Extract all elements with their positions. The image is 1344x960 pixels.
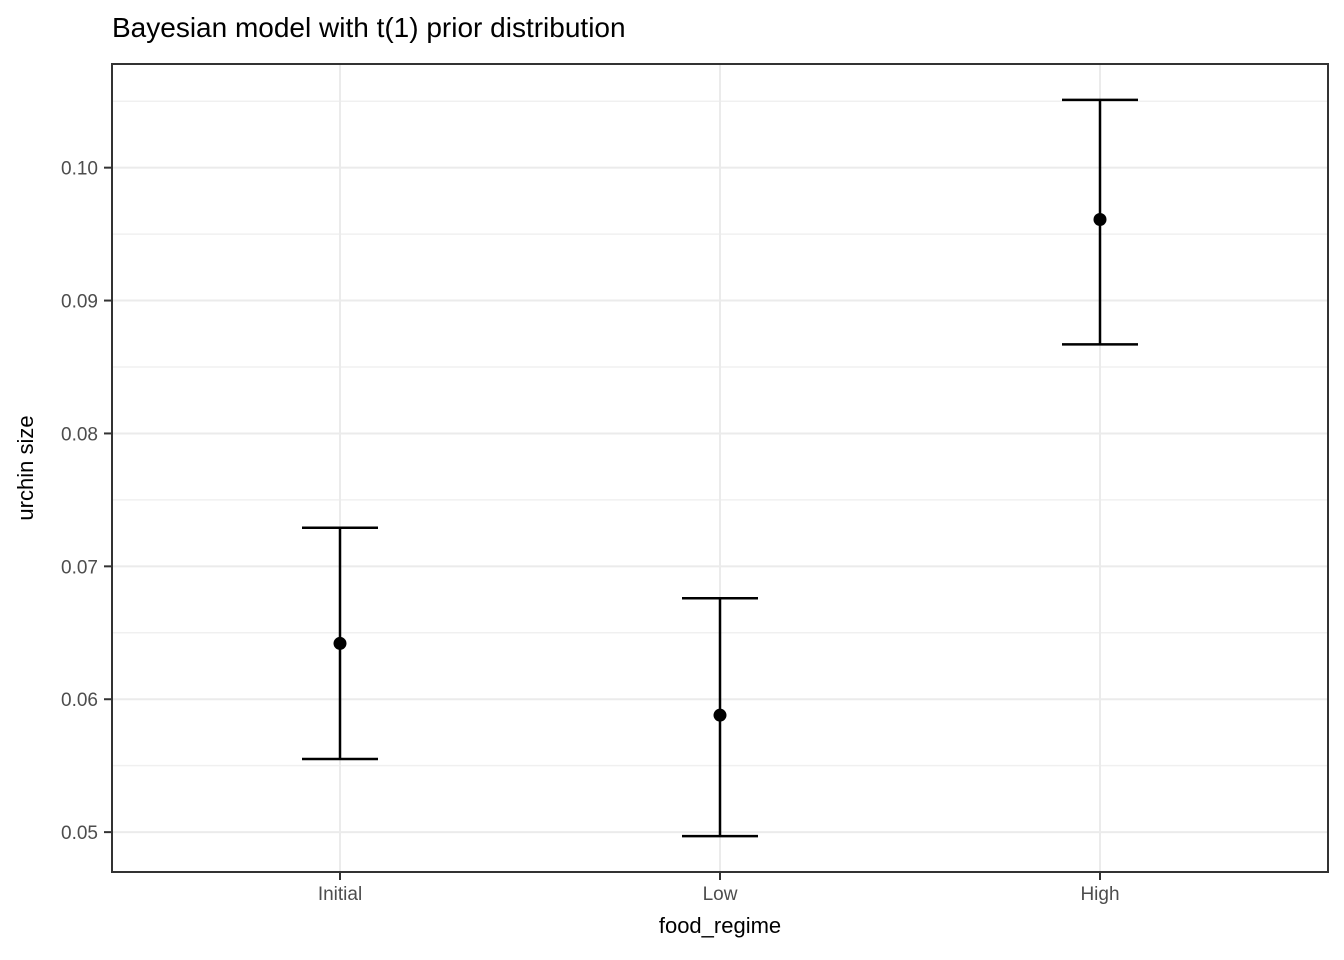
data-point [713,708,727,722]
y-tick-label: 0.10 [61,159,98,180]
x-tick-label: Initial [318,884,362,905]
y-tick-label: 0.08 [61,424,98,445]
chart-title: Bayesian model with t(1) prior distribut… [112,12,626,43]
y-tick-label: 0.06 [61,690,98,711]
y-tick-label: 0.05 [61,823,98,844]
x-tick-label: High [1080,884,1119,905]
x-tick-label: Low [703,884,738,905]
y-tick-label: 0.09 [61,292,98,313]
data-point [1093,212,1107,226]
y-tick-label: 0.07 [61,557,98,578]
data-point [333,636,347,650]
x-axis-title: food_regime [658,913,782,938]
